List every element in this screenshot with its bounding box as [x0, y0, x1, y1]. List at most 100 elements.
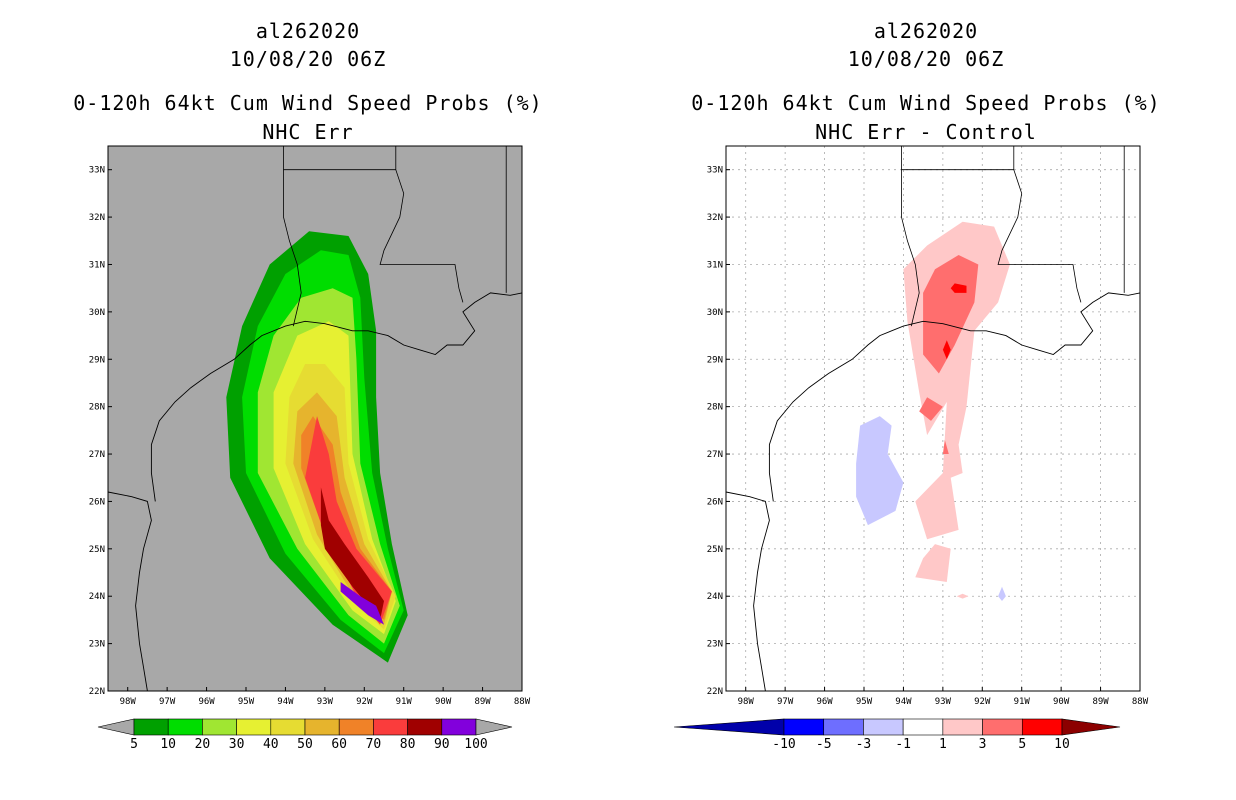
right-contour-3 — [942, 439, 949, 454]
right-colorbar-swatch — [942, 718, 983, 736]
right-y-tick-label: 27N — [707, 450, 723, 460]
left-x-tick-label: 94W — [277, 697, 294, 707]
left-y-tick-label: 25N — [89, 545, 105, 555]
right-contour-neg1 — [998, 586, 1006, 601]
left-state-border — [379, 146, 464, 303]
right-colorbar-label: -5 — [816, 737, 832, 752]
left-state-border — [283, 146, 396, 171]
right-contour-1 — [915, 544, 951, 582]
left-colorbar-swatch — [270, 718, 306, 736]
left-y-tick-label: 22N — [89, 687, 105, 697]
left-colorbar-label: 20 — [195, 737, 211, 752]
right-geography-layer — [725, 146, 1141, 692]
right-y-tick-label: 25N — [707, 545, 723, 555]
left-y-tick-label: 27N — [89, 450, 105, 460]
left-x-tick-label: 96W — [198, 697, 215, 707]
right-x-tick-label: 94W — [895, 697, 912, 707]
left-colorbar-swatch — [133, 718, 169, 736]
right-state-border — [901, 169, 920, 327]
left-y-tick-label: 23N — [89, 640, 105, 650]
right-colorbar-swatch — [823, 718, 864, 736]
right-state-border — [901, 146, 1014, 171]
left-state-border — [283, 169, 302, 327]
left-colorbar-label: 90 — [434, 737, 450, 752]
left-colorbar-label: 10 — [160, 737, 176, 752]
right-x-tick-label: 96W — [816, 697, 833, 707]
left-colorbar-under-arrow — [97, 718, 135, 736]
right-y-tick-label: 29N — [707, 355, 723, 365]
right-x-tick-label: 90W — [1053, 697, 1070, 707]
right-y-tick-label: 33N — [707, 166, 723, 176]
left-contour-layer — [226, 231, 408, 663]
left-datetime: 10/08/20 06Z — [230, 47, 387, 71]
left-y-tick-label: 33N — [89, 166, 105, 176]
right-panel: al262020 10/08/20 06Z 0-120h 64kt Cum Wi… — [673, 19, 1160, 752]
right-colorbar-under-arrow — [673, 718, 785, 736]
left-x-tick-label: 89W — [474, 697, 491, 707]
left-plot-frame — [107, 145, 523, 692]
right-x-tick-label: 88W — [1132, 697, 1149, 707]
right-colorbar-label: 5 — [1018, 737, 1026, 752]
left-colorbar-swatch — [407, 718, 443, 736]
left-contour-90 — [340, 582, 384, 625]
left-x-tick-label: 97W — [159, 697, 176, 707]
right-coastline — [725, 491, 770, 692]
left-colorbar-swatch — [338, 718, 374, 736]
left-x-tick-label: 95W — [238, 697, 255, 707]
left-colorbar-label: 50 — [297, 737, 313, 752]
right-contour-1 — [956, 593, 969, 599]
right-colorbar-swatch — [902, 718, 944, 736]
left-colorbar-label: 5 — [130, 737, 138, 752]
right-x-tick-label: 98W — [738, 697, 755, 707]
right-y-axis: 22N 23N 24N 25N 26N 27N 28N 29N 30N 31N 32N 33N — [707, 166, 730, 697]
left-colorbar-swatch — [304, 718, 340, 736]
left-colorbar-label: 70 — [366, 737, 382, 752]
left-x-tick-label: 88W — [514, 697, 531, 707]
left-contour-70 — [305, 416, 392, 625]
left-colorbar-label: 80 — [400, 737, 416, 752]
left-x-tick-label: 92W — [356, 697, 373, 707]
left-y-tick-label: 32N — [89, 213, 105, 223]
right-colorbar-swatch — [1021, 718, 1063, 736]
right-colorbar-label: -10 — [772, 737, 795, 752]
left-x-tick-label: 91W — [396, 697, 413, 707]
right-y-tick-label: 32N — [707, 213, 723, 223]
right-colorbar-label: 3 — [979, 737, 987, 752]
left-y-tick-label: 29N — [89, 355, 105, 365]
right-contour-3 — [923, 255, 979, 374]
left-chart-subtitle: NHC Err — [262, 120, 353, 144]
left-storm-id: al262020 — [256, 19, 360, 43]
left-chart-title: 0-120h 64kt Cum Wind Speed Probs (%) — [73, 91, 542, 115]
right-colorbar-label: 1 — [939, 737, 947, 752]
left-x-tick-label: 90W — [435, 697, 452, 707]
right-x-axis: 98W 97W 96W 95W 94W 93W 92W 91W 90W 89W 88W — [738, 687, 1149, 707]
left-colorbar-swatch — [441, 718, 477, 736]
right-chart-title: 0-120h 64kt Cum Wind Speed Probs (%) — [691, 91, 1160, 115]
right-y-tick-label: 28N — [707, 403, 723, 413]
left-x-tick-label: 93W — [317, 697, 334, 707]
left-colorbar-label: 60 — [331, 737, 347, 752]
right-x-tick-label: 89W — [1092, 697, 1109, 707]
right-contour-5 — [942, 340, 951, 360]
left-colorbar-over-arrow — [475, 718, 513, 736]
left-x-axis: 98W 97W 96W 95W 94W 93W 92W 91W 90W 89W 88W — [120, 687, 531, 707]
right-colorbar-label: -3 — [856, 737, 872, 752]
right-colorbar-swatch — [982, 718, 1023, 736]
right-y-tick-label: 24N — [707, 592, 723, 602]
left-y-tick-label: 31N — [89, 260, 105, 270]
left-colorbar-swatch — [167, 718, 203, 736]
left-colorbar-swatch — [236, 718, 272, 736]
right-colorbar-over-arrow — [1061, 718, 1121, 736]
left-colorbar-swatch — [373, 718, 408, 736]
left-colorbar: 5 10 20 30 40 50 60 70 80 90 100 — [97, 718, 513, 752]
right-colorbar: -10 -5 -3 -1 1 3 5 10 — [673, 718, 1121, 752]
right-state-border — [997, 146, 1082, 303]
right-datetime: 10/08/20 06Z — [848, 47, 1005, 71]
left-panel: al262020 10/08/20 06Z 0-120h 64kt Cum Wi… — [73, 19, 542, 752]
left-y-tick-label: 28N — [89, 403, 105, 413]
right-contour-layer — [856, 221, 1010, 601]
left-x-tick-label: 98W — [120, 697, 137, 707]
left-geography-layer — [107, 146, 523, 692]
left-contour-80 — [320, 487, 384, 620]
